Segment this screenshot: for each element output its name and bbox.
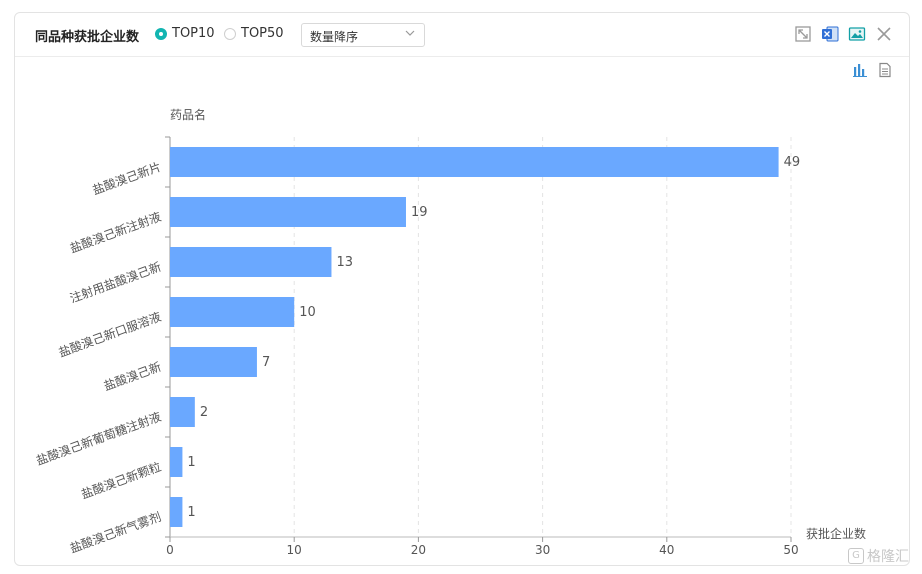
watermark-text: 格隆汇 <box>867 549 909 565</box>
sort-select-value: 数量降序 <box>310 30 359 44</box>
image-export-icon[interactable] <box>848 25 866 43</box>
bar-value-label: 13 <box>336 255 353 270</box>
panel-title: 同品种获批企业数 <box>35 30 140 45</box>
bar-value-label: 19 <box>411 205 428 220</box>
bar-value-label: 1 <box>187 505 195 520</box>
radio-top50[interactable]: TOP50 <box>224 26 284 41</box>
bar <box>170 397 195 427</box>
close-icon[interactable] <box>875 25 893 43</box>
radio-unselected-icon <box>224 27 236 40</box>
y-axis-title: 药品名 <box>170 107 206 122</box>
bar-value-label: 49 <box>784 155 801 170</box>
bar <box>170 347 257 377</box>
chevron-down-icon <box>405 30 415 36</box>
watermark: G 格隆汇 <box>848 546 909 566</box>
bar-chart-view-icon[interactable] <box>852 62 868 78</box>
bar <box>170 247 332 277</box>
watermark-logo-icon: G <box>848 548 864 564</box>
radio-top50-label: TOP50 <box>241 26 284 41</box>
y-category-label: 注射用盐酸溴己新 <box>68 259 163 306</box>
y-category-label: 盐酸溴己新注射液 <box>68 209 163 256</box>
bar <box>170 497 183 527</box>
expand-icon[interactable] <box>794 25 812 43</box>
bar-value-label: 10 <box>299 305 316 320</box>
chart-panel: 同品种获批企业数 TOP10 TOP50 数量降序 <box>14 12 910 566</box>
bar <box>170 297 295 327</box>
bar <box>170 447 183 477</box>
bar-value-label: 1 <box>187 455 195 470</box>
sort-select[interactable]: 数量降序 <box>301 23 425 47</box>
excel-export-icon[interactable] <box>821 25 839 43</box>
y-category-label: 盐酸溴己新气雾剂 <box>68 509 163 556</box>
x-axis-title: 获批企业数 <box>806 526 866 541</box>
x-tick-label: 50 <box>783 543 798 557</box>
x-tick-label: 0 <box>166 543 174 557</box>
y-category-label: 盐酸溴己新颗粒 <box>79 459 163 502</box>
radio-top10-label: TOP10 <box>172 26 215 41</box>
y-category-label: 盐酸溴己新 <box>101 359 163 394</box>
x-tick-label: 30 <box>535 543 550 557</box>
bar <box>170 197 406 227</box>
x-tick-label: 20 <box>411 543 426 557</box>
y-category-label: 盐酸溴己新片 <box>90 159 163 198</box>
table-view-icon[interactable] <box>877 62 893 78</box>
panel-header: 同品种获批企业数 TOP10 TOP50 数量降序 <box>15 13 909 57</box>
radio-selected-icon <box>155 27 167 40</box>
y-category-label: 盐酸溴己新口服溶液 <box>56 309 163 360</box>
y-category-label: 盐酸溴己新葡萄糖注射液 <box>34 409 163 468</box>
bar-value-label: 7 <box>262 355 270 370</box>
x-tick-label: 10 <box>287 543 302 557</box>
bar-value-label: 2 <box>200 405 208 420</box>
radio-top10[interactable]: TOP10 <box>155 26 215 41</box>
x-tick-label: 40 <box>659 543 674 557</box>
bar <box>170 147 779 177</box>
